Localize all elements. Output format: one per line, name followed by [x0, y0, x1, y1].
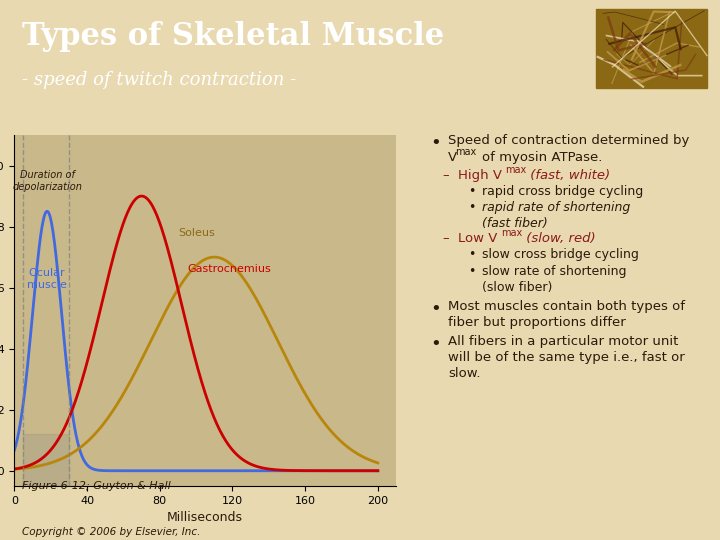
Text: Ocular
muscle: Ocular muscle	[27, 268, 67, 289]
Text: rapid cross bridge cycling: rapid cross bridge cycling	[482, 185, 643, 198]
Text: Types of Skeletal Muscle: Types of Skeletal Muscle	[22, 22, 444, 52]
Text: Gastrocnemius: Gastrocnemius	[187, 265, 271, 274]
Text: fiber but proportions differ: fiber but proportions differ	[448, 315, 626, 329]
Text: (slow fiber): (slow fiber)	[482, 281, 552, 294]
Text: slow.: slow.	[448, 367, 480, 380]
Text: •: •	[468, 248, 475, 261]
Text: V: V	[448, 151, 457, 164]
Bar	[24, 434, 69, 486]
Text: of myosin ATPase.: of myosin ATPase.	[482, 151, 603, 164]
Text: •: •	[468, 265, 475, 278]
Text: rapid rate of shortening: rapid rate of shortening	[482, 201, 630, 214]
Text: •: •	[430, 335, 441, 353]
Text: Figure 6-12; Guyton & Hall: Figure 6-12; Guyton & Hall	[22, 481, 171, 491]
Text: will be of the same type i.e., fast or: will be of the same type i.e., fast or	[448, 350, 685, 363]
Text: •: •	[468, 201, 475, 214]
Text: max: max	[455, 147, 476, 157]
Text: •: •	[430, 300, 441, 318]
Text: All fibers in a particular motor unit: All fibers in a particular motor unit	[448, 335, 678, 348]
Text: –: –	[442, 232, 449, 246]
Text: •: •	[468, 185, 475, 198]
Text: Copyright © 2006 by Elsevier, Inc.: Copyright © 2006 by Elsevier, Inc.	[22, 526, 200, 537]
X-axis label: Milliseconds: Milliseconds	[167, 511, 243, 524]
Text: - speed of twitch contraction -: - speed of twitch contraction -	[22, 71, 296, 89]
Text: Most muscles contain both types of: Most muscles contain both types of	[448, 300, 685, 313]
Text: max: max	[505, 165, 526, 176]
Text: Soleus: Soleus	[178, 228, 215, 238]
Text: (fast, white): (fast, white)	[526, 170, 610, 183]
Text: (slow, red): (slow, red)	[522, 232, 595, 246]
Text: max: max	[501, 228, 522, 239]
Text: •: •	[430, 134, 441, 152]
Text: High V: High V	[458, 170, 502, 183]
Text: Low V: Low V	[458, 232, 498, 246]
Text: slow cross bridge cycling: slow cross bridge cycling	[482, 248, 639, 261]
Text: (fast fiber): (fast fiber)	[482, 218, 548, 231]
Text: Speed of contraction determined by: Speed of contraction determined by	[448, 134, 689, 147]
Text: Duration of
depolarization: Duration of depolarization	[12, 170, 82, 192]
Text: –: –	[442, 170, 449, 183]
Text: slow rate of shortening: slow rate of shortening	[482, 265, 626, 278]
